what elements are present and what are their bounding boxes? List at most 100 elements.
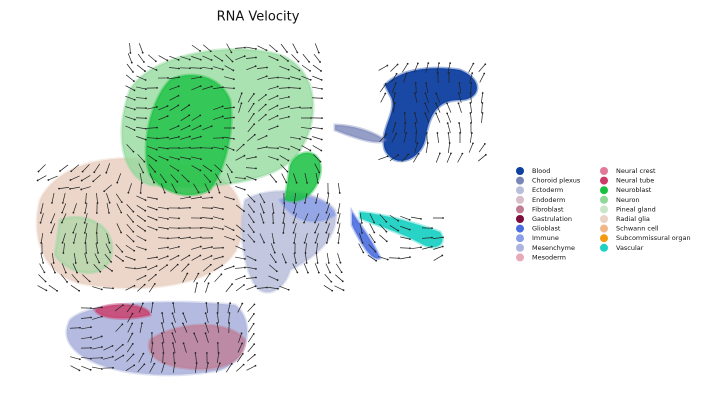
arrow-head [409,256,411,258]
legend-label: Ectoderm [532,186,563,194]
arrow-head [101,289,103,291]
velocity-arrow [71,366,80,371]
arrow-head [45,290,47,292]
legend-swatch [600,196,608,204]
arrow-head [431,227,433,229]
arrow-head [325,232,327,234]
arrow-head [92,180,94,182]
arrow-head [156,229,158,231]
arrow-head [396,73,398,75]
velocity-arrow [426,143,428,153]
arrow-head [435,103,437,105]
arrow-head [162,352,164,354]
arrow-head [395,82,397,84]
arrow-head [321,79,323,81]
velocity-arrow [379,66,388,71]
arrow-head [145,139,147,141]
arrow-head [309,150,311,152]
arrow-head [437,72,439,74]
arrow-head [101,357,103,359]
arrow-head [253,93,255,95]
arrow-head [233,239,235,241]
arrow-head [470,122,472,124]
arrow-head [255,277,257,279]
arrow-head [174,362,176,364]
arrow-head [178,147,180,149]
arrow-head [200,67,202,69]
arrow-head [161,312,163,314]
arrow-head [109,202,111,204]
arrow-head [241,92,243,94]
arrow-head [144,70,146,72]
arrow-head [78,290,80,292]
arrow-head [450,152,452,154]
arrow-head [373,222,375,224]
arrow-head [287,160,289,162]
arrow-head [321,117,323,119]
velocity-arrow [282,174,287,183]
legend-label: Mesenchyme [532,244,575,252]
arrow-head [132,71,134,73]
arrow-head [288,106,290,108]
arrow-head [152,352,154,354]
arrow-head [93,171,95,173]
arrow-head [65,272,67,274]
arrow-head [211,68,213,70]
arrow-head [144,284,146,286]
arrow-head [485,154,487,156]
arrow-head [200,59,202,61]
arrow-head [306,182,308,184]
arrow-head [211,255,213,257]
arrow-head [69,188,71,190]
arrow-head [108,212,110,214]
velocity-arrow [148,55,156,61]
legend-label: Neuron [616,196,640,204]
arrow-head [310,117,312,119]
arrow-head [205,302,207,304]
arrow-head [133,80,135,82]
arrow-head [255,48,257,50]
legend-label: Vascular [616,244,644,252]
legend-label: Subcommissural organ [616,234,691,242]
arrow-head [218,352,220,354]
legend-label: Mesoderm [532,253,566,261]
arrow-head [337,212,339,214]
arrow-head [319,61,321,63]
velocity-arrow [338,183,339,193]
arrow-head [442,246,444,248]
arrow-head [266,287,268,289]
arrow-head [288,78,290,80]
arrow-head [145,128,147,130]
arrow-head [120,212,122,214]
arrow-head [266,135,268,137]
arrow-head [167,255,169,257]
arrow-head [296,52,298,54]
velocity-arrow [336,264,341,272]
velocity-arrow [470,133,472,143]
arrow-head [211,218,213,220]
arrow-head [182,312,184,314]
arrow-head [315,242,317,244]
arrow-head [318,52,320,54]
velocity-arrow [247,355,255,361]
arrow-head [70,170,72,172]
arrow-head [233,106,235,108]
arrow-head [167,218,169,220]
arrow-head [315,202,317,204]
arrow-head [277,147,279,149]
arrow-head [461,153,463,155]
arrow-head [295,262,297,264]
arrow-head [167,159,169,161]
arrow-head [263,222,265,224]
velocity-arrow [436,153,440,162]
arrow-head [326,202,328,204]
arrow-head [241,332,243,334]
arrow-head [231,363,233,365]
arrow-head [299,87,301,89]
velocity-arrow [447,103,451,112]
arrow-head [265,94,267,96]
arrow-head [152,302,154,304]
arrow-head [362,252,364,254]
arrow-head [448,132,450,134]
arrow-head [61,222,63,224]
